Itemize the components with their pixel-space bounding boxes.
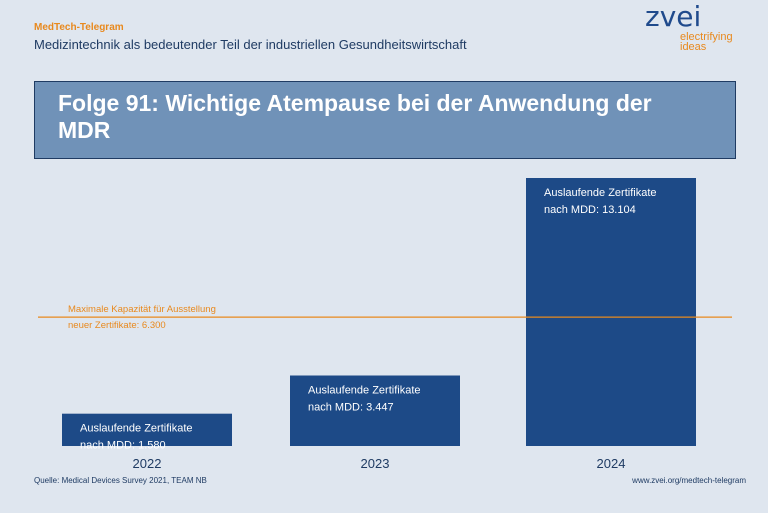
header-kicker: MedTech-Telegram bbox=[34, 22, 124, 33]
x-tick-2022: 2022 bbox=[133, 456, 162, 471]
bar-label-2023-2: nach MDD: 3.447 bbox=[308, 402, 394, 414]
banner-title: Folge 91: Wichtige Atempause bei der Anw… bbox=[58, 90, 652, 143]
bar-label-2024-1: Auslaufende Zertifikate bbox=[544, 187, 657, 199]
footer-url[interactable]: www.zvei.org/medtech-telegram bbox=[632, 476, 746, 485]
bar-2022 bbox=[62, 413, 232, 446]
x-tick-2024: 2024 bbox=[597, 456, 626, 471]
logo-word: zvei bbox=[645, 0, 702, 33]
bar-2023 bbox=[290, 375, 460, 446]
bar-label-2022-1: Auslaufende Zertifikate bbox=[80, 423, 193, 435]
x-tick-2023: 2023 bbox=[361, 456, 390, 471]
reference-label-1: Maximale Kapazität für Ausstellung bbox=[68, 304, 216, 315]
logo-tagline-1: electrifying bbox=[680, 31, 733, 43]
bar-label-2022-2: nach MDD: 1.580 bbox=[80, 440, 166, 452]
title-banner: Folge 91: Wichtige Atempause bei der Anw… bbox=[34, 81, 736, 159]
logo-tagline-2: ideas bbox=[680, 41, 707, 53]
zvei-logo: zvei electrifying ideas bbox=[645, 0, 733, 53]
bar-label-2023-1: Auslaufende Zertifikate bbox=[308, 385, 421, 397]
bar-2024 bbox=[526, 178, 696, 446]
bar-label-2024-2: nach MDD: 13.104 bbox=[544, 204, 636, 216]
reference-label-2: neuer Zertifikate: 6.300 bbox=[68, 320, 166, 331]
header-title: Medizintechnik als bedeutender Teil der … bbox=[34, 37, 467, 52]
footer-source: Quelle: Medical Devices Survey 2021, TEA… bbox=[34, 476, 207, 485]
